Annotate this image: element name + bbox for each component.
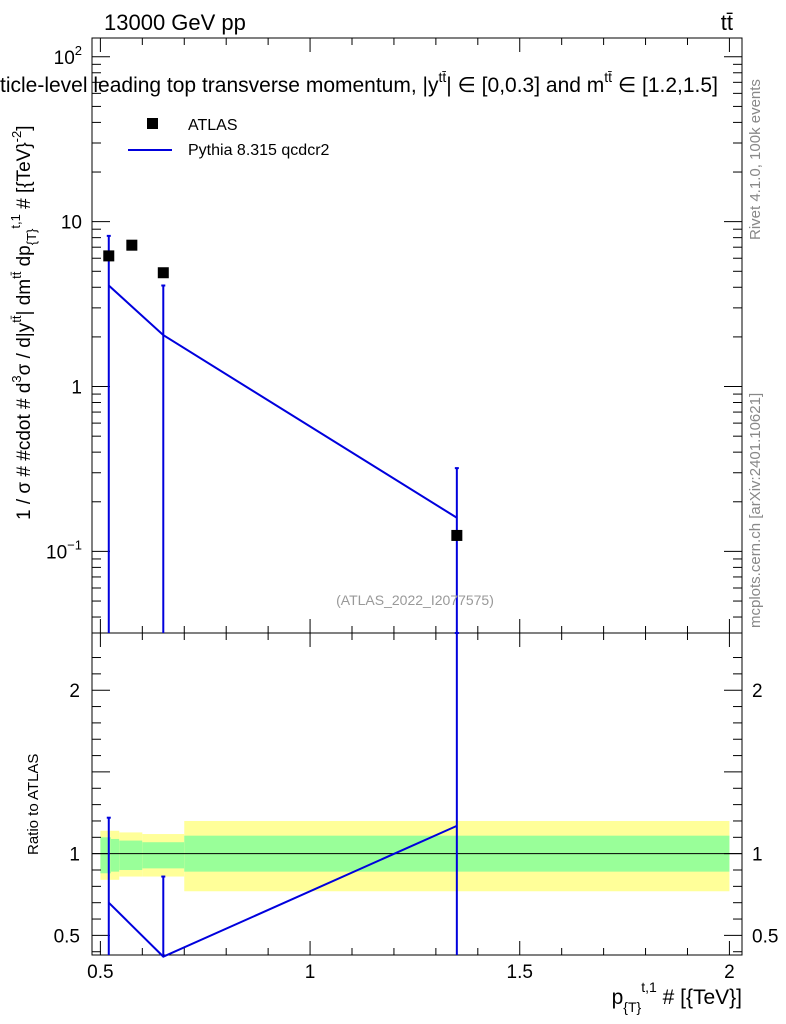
x-tick-label: 1 (305, 962, 316, 983)
header-process: tt̄ (721, 10, 733, 35)
legend-label-atlas: ATLAS (188, 117, 238, 134)
ratio-y-tick-label-left: 1 (69, 845, 80, 866)
analysis-watermark: (ATLAS_2022_I2077575) (336, 592, 494, 608)
rivet-label: Rivet 4.1.0, 100k events (747, 79, 764, 240)
x-axis-label: p{T}t,1 # [{TeV}] (612, 979, 742, 1015)
ratio-y-tick-label-left: 0.5 (54, 926, 80, 947)
atlas-data-point (157, 267, 169, 279)
y-tick-label: 1 (71, 378, 82, 399)
ratio-y-axis-label: Ratio to ATLAS (25, 754, 42, 855)
ratio-y-tick-label-left: 2 (69, 681, 80, 702)
header-energy: 13000 GeV pp (104, 10, 246, 35)
mcplots-label: mcplots.cern.ch [arXiv:2401.10621] (747, 393, 764, 628)
legend-label-pythia: Pythia 8.315 qcdcr2 (188, 142, 330, 159)
ratio-frame (91, 632, 743, 956)
ratio-pythia-line (108, 824, 458, 958)
atlas-data-point (451, 529, 463, 541)
axis-ticks: 0.5 1 1.5 2 102 10 1 10−1 2 2 1 1 0.5 0.5 (46, 38, 778, 983)
ratio-bands (92, 820, 742, 892)
atlas-data-point (126, 239, 138, 251)
legend-marker-atlas (147, 118, 158, 129)
ratio-band-inner (142, 842, 185, 869)
ratio-y-tick-label-right: 0.5 (752, 926, 778, 947)
y-tick-label: 10−1 (46, 537, 82, 563)
series-layer (103, 234, 463, 958)
x-tick-label: 0.5 (87, 962, 113, 983)
ratio-y-tick-label-right: 1 (752, 845, 763, 866)
x-tick-label: 1.5 (507, 962, 533, 983)
ratio-band-inner (110, 838, 120, 872)
pythia-line (108, 284, 458, 519)
top-y-axis-label: 1 / σ # #cdot # d3σ / d|ytt̄| dmtt̄ dp{T… (8, 125, 39, 520)
ratio-y-tick-label-right: 2 (752, 681, 763, 702)
ratio-band-inner (119, 840, 143, 871)
atlas-data-point (103, 250, 115, 262)
plot-title: ticle-level leading top transverse momen… (0, 69, 718, 97)
x-tick-label: 2 (724, 962, 735, 983)
ratio-band-inner (100, 837, 111, 874)
y-tick-label: 10 (61, 213, 82, 234)
y-tick-label: 102 (54, 43, 82, 69)
